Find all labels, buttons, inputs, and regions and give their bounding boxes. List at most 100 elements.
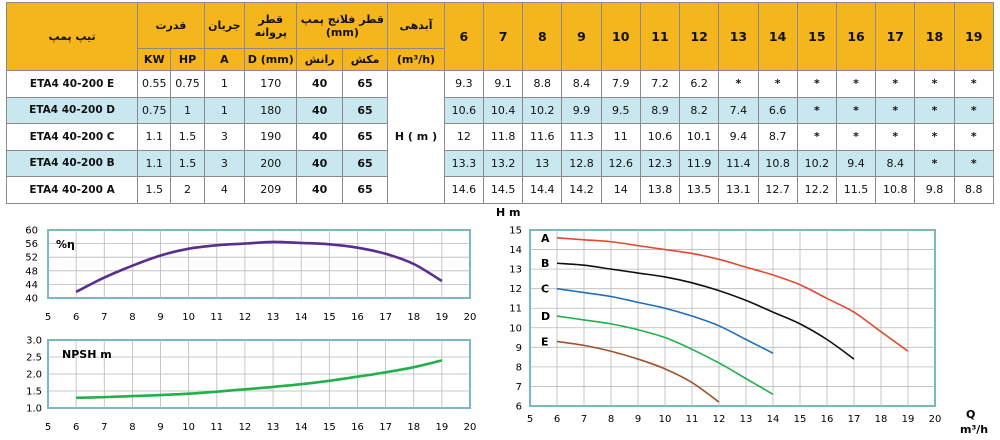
- x-tick-label: 6: [73, 422, 79, 433]
- head-value-cell: 8.4: [875, 149, 916, 177]
- suction-cell: 65: [341, 96, 389, 124]
- head-value-cell: 11.6: [522, 123, 563, 151]
- head-value-cell: 13.3: [443, 149, 484, 177]
- q-header: 18: [914, 2, 955, 71]
- y-tick-label: 52: [25, 253, 38, 264]
- x-tick-label: 20: [929, 414, 942, 425]
- y-tick-label: 48: [25, 266, 38, 277]
- impeller-header: قطر پروانه: [244, 2, 298, 49]
- x-tick-label: 13: [740, 414, 753, 425]
- head-value-cell: *: [953, 70, 995, 98]
- x-tick-label: 11: [210, 422, 223, 433]
- x-tick-label: 17: [848, 414, 861, 425]
- head-value-cell: 10.8: [757, 149, 798, 177]
- head-value-cell: 10.4: [482, 96, 524, 124]
- head-value-cell: 7.4: [718, 96, 759, 124]
- x-tick-label: 7: [101, 312, 107, 323]
- head-value-cell: 11.8: [482, 123, 524, 151]
- current-cell: 3: [203, 123, 246, 151]
- suction-cell: 65: [341, 70, 389, 98]
- head-axis-label: H m: [496, 206, 521, 219]
- hp-cell: 2: [170, 176, 205, 204]
- head-value-cell: *: [796, 123, 837, 151]
- suction-cell: 65: [341, 123, 389, 151]
- kw-cell: 0.75: [137, 96, 172, 124]
- table-row: ETA4 40-200 A 1.5 2 4 209 40 65 14.6 14.5 14.4 14.…: [5, 176, 995, 204]
- y-tick-label: 10: [509, 323, 522, 334]
- head-value-cell: 10.6: [639, 123, 681, 151]
- kw-cell: 1.1: [137, 149, 172, 177]
- y-tick-label: 12: [509, 284, 522, 295]
- head-value-cell: *: [796, 96, 837, 124]
- head-value-cell: 7.9: [600, 70, 641, 98]
- y-tick-label: 3.0: [26, 336, 42, 347]
- head-value-cell: 9.9: [561, 96, 602, 124]
- x-tick-label: 20: [464, 422, 477, 433]
- y-tick-label: 7: [516, 382, 522, 393]
- head-value-cell: 13.2: [482, 149, 524, 177]
- y-tick-label: 2.5: [26, 353, 42, 364]
- d-header: D (mm): [244, 48, 298, 71]
- npsh-chart: 5 6 7 8 9 10 11 12 13 14 15 16 17 18 19 20 1.0 1.5 2.0 2.5 3…: [26, 336, 477, 434]
- head-value-cell: *: [796, 70, 837, 98]
- x-tick-label: 16: [821, 414, 834, 425]
- x-tick-label: 18: [407, 312, 420, 323]
- head-value-cell: 8.7: [757, 123, 798, 151]
- current-cell: 1: [203, 96, 246, 124]
- y-tick-label: 11: [509, 304, 522, 315]
- head-chart: 5 6 7 8 9 10 11 12 13 14 15 16 17 18 19 206789101112131…: [496, 206, 988, 436]
- head-value-cell: 11.9: [679, 149, 720, 177]
- head-value-cell: 6.2: [679, 70, 720, 98]
- head-value-cell: *: [953, 123, 995, 151]
- y-tick-label: 44: [25, 280, 38, 291]
- x-tick-label: 13: [267, 312, 280, 323]
- kw-header: KW: [137, 48, 172, 71]
- x-tick-label: 20: [464, 312, 477, 323]
- q-header: 10: [600, 2, 641, 71]
- x-tick-label: 8: [129, 312, 135, 323]
- y-tick-label: 40: [25, 294, 38, 305]
- x-tick-label: 9: [635, 414, 641, 425]
- x-tick-label: 9: [157, 422, 163, 433]
- x-tick-label: 6: [554, 414, 560, 425]
- head-value-cell: 8.2: [679, 96, 720, 124]
- head-value-cell: 13.8: [639, 176, 681, 204]
- series-line-c: [556, 287, 774, 354]
- x-tick-label: 8: [129, 422, 135, 433]
- current-cell: 3: [203, 149, 246, 177]
- discharge-cell: 40: [296, 176, 343, 204]
- flow-axis-q: Q: [966, 408, 975, 421]
- head-value-cell: *: [875, 123, 916, 151]
- head-value-cell: *: [718, 70, 759, 98]
- q-header: 6: [443, 2, 484, 71]
- series-line: [75, 240, 443, 294]
- efficiency-label: %η: [56, 238, 75, 251]
- head-value-cell: *: [914, 96, 955, 124]
- y-tick-label: 8: [516, 362, 522, 373]
- series-line-b: [556, 262, 855, 360]
- x-tick-label: 12: [713, 414, 726, 425]
- flow-axis-unit: m³/h: [960, 423, 988, 436]
- table-row: ETA4 40-200 B 1.1 1.5 3 200 40 65 13.3 13.2 13 12.…: [5, 149, 995, 177]
- x-tick-label: 11: [686, 414, 699, 425]
- head-value-cell: 9.4: [835, 149, 877, 177]
- kw-cell: 0.55: [137, 70, 172, 98]
- x-tick-label: 18: [875, 414, 888, 425]
- model-cell: ETA4 40-200 A: [5, 176, 139, 204]
- x-tick-label: 12: [239, 312, 252, 323]
- x-tick-label: 17: [379, 312, 392, 323]
- head-value-cell: 12.8: [561, 149, 602, 177]
- head-value-cell: *: [835, 123, 877, 151]
- efficiency-chart: 5 6 7 8 9 10 11 12 13 14 15 16 17 18 19 20404448525660 …: [25, 226, 477, 324]
- y-tick-label: 60: [25, 226, 38, 237]
- y-tick-label: 6: [516, 402, 522, 413]
- flow-header: آبدهی: [387, 2, 445, 49]
- kw-cell: 1.1: [137, 123, 172, 151]
- head-value-cell: *: [914, 149, 955, 177]
- head-value-cell: 13: [522, 149, 563, 177]
- discharge-cell: 40: [296, 70, 343, 98]
- x-tick-label: 17: [379, 422, 392, 433]
- model-cell: ETA4 40-200 C: [5, 123, 139, 151]
- table-row: ETA4 40-200 E 0.55 0.75 1 170 40 65 H ( m ) 9.3 9…: [5, 70, 995, 204]
- suction-cell: 65: [341, 149, 389, 177]
